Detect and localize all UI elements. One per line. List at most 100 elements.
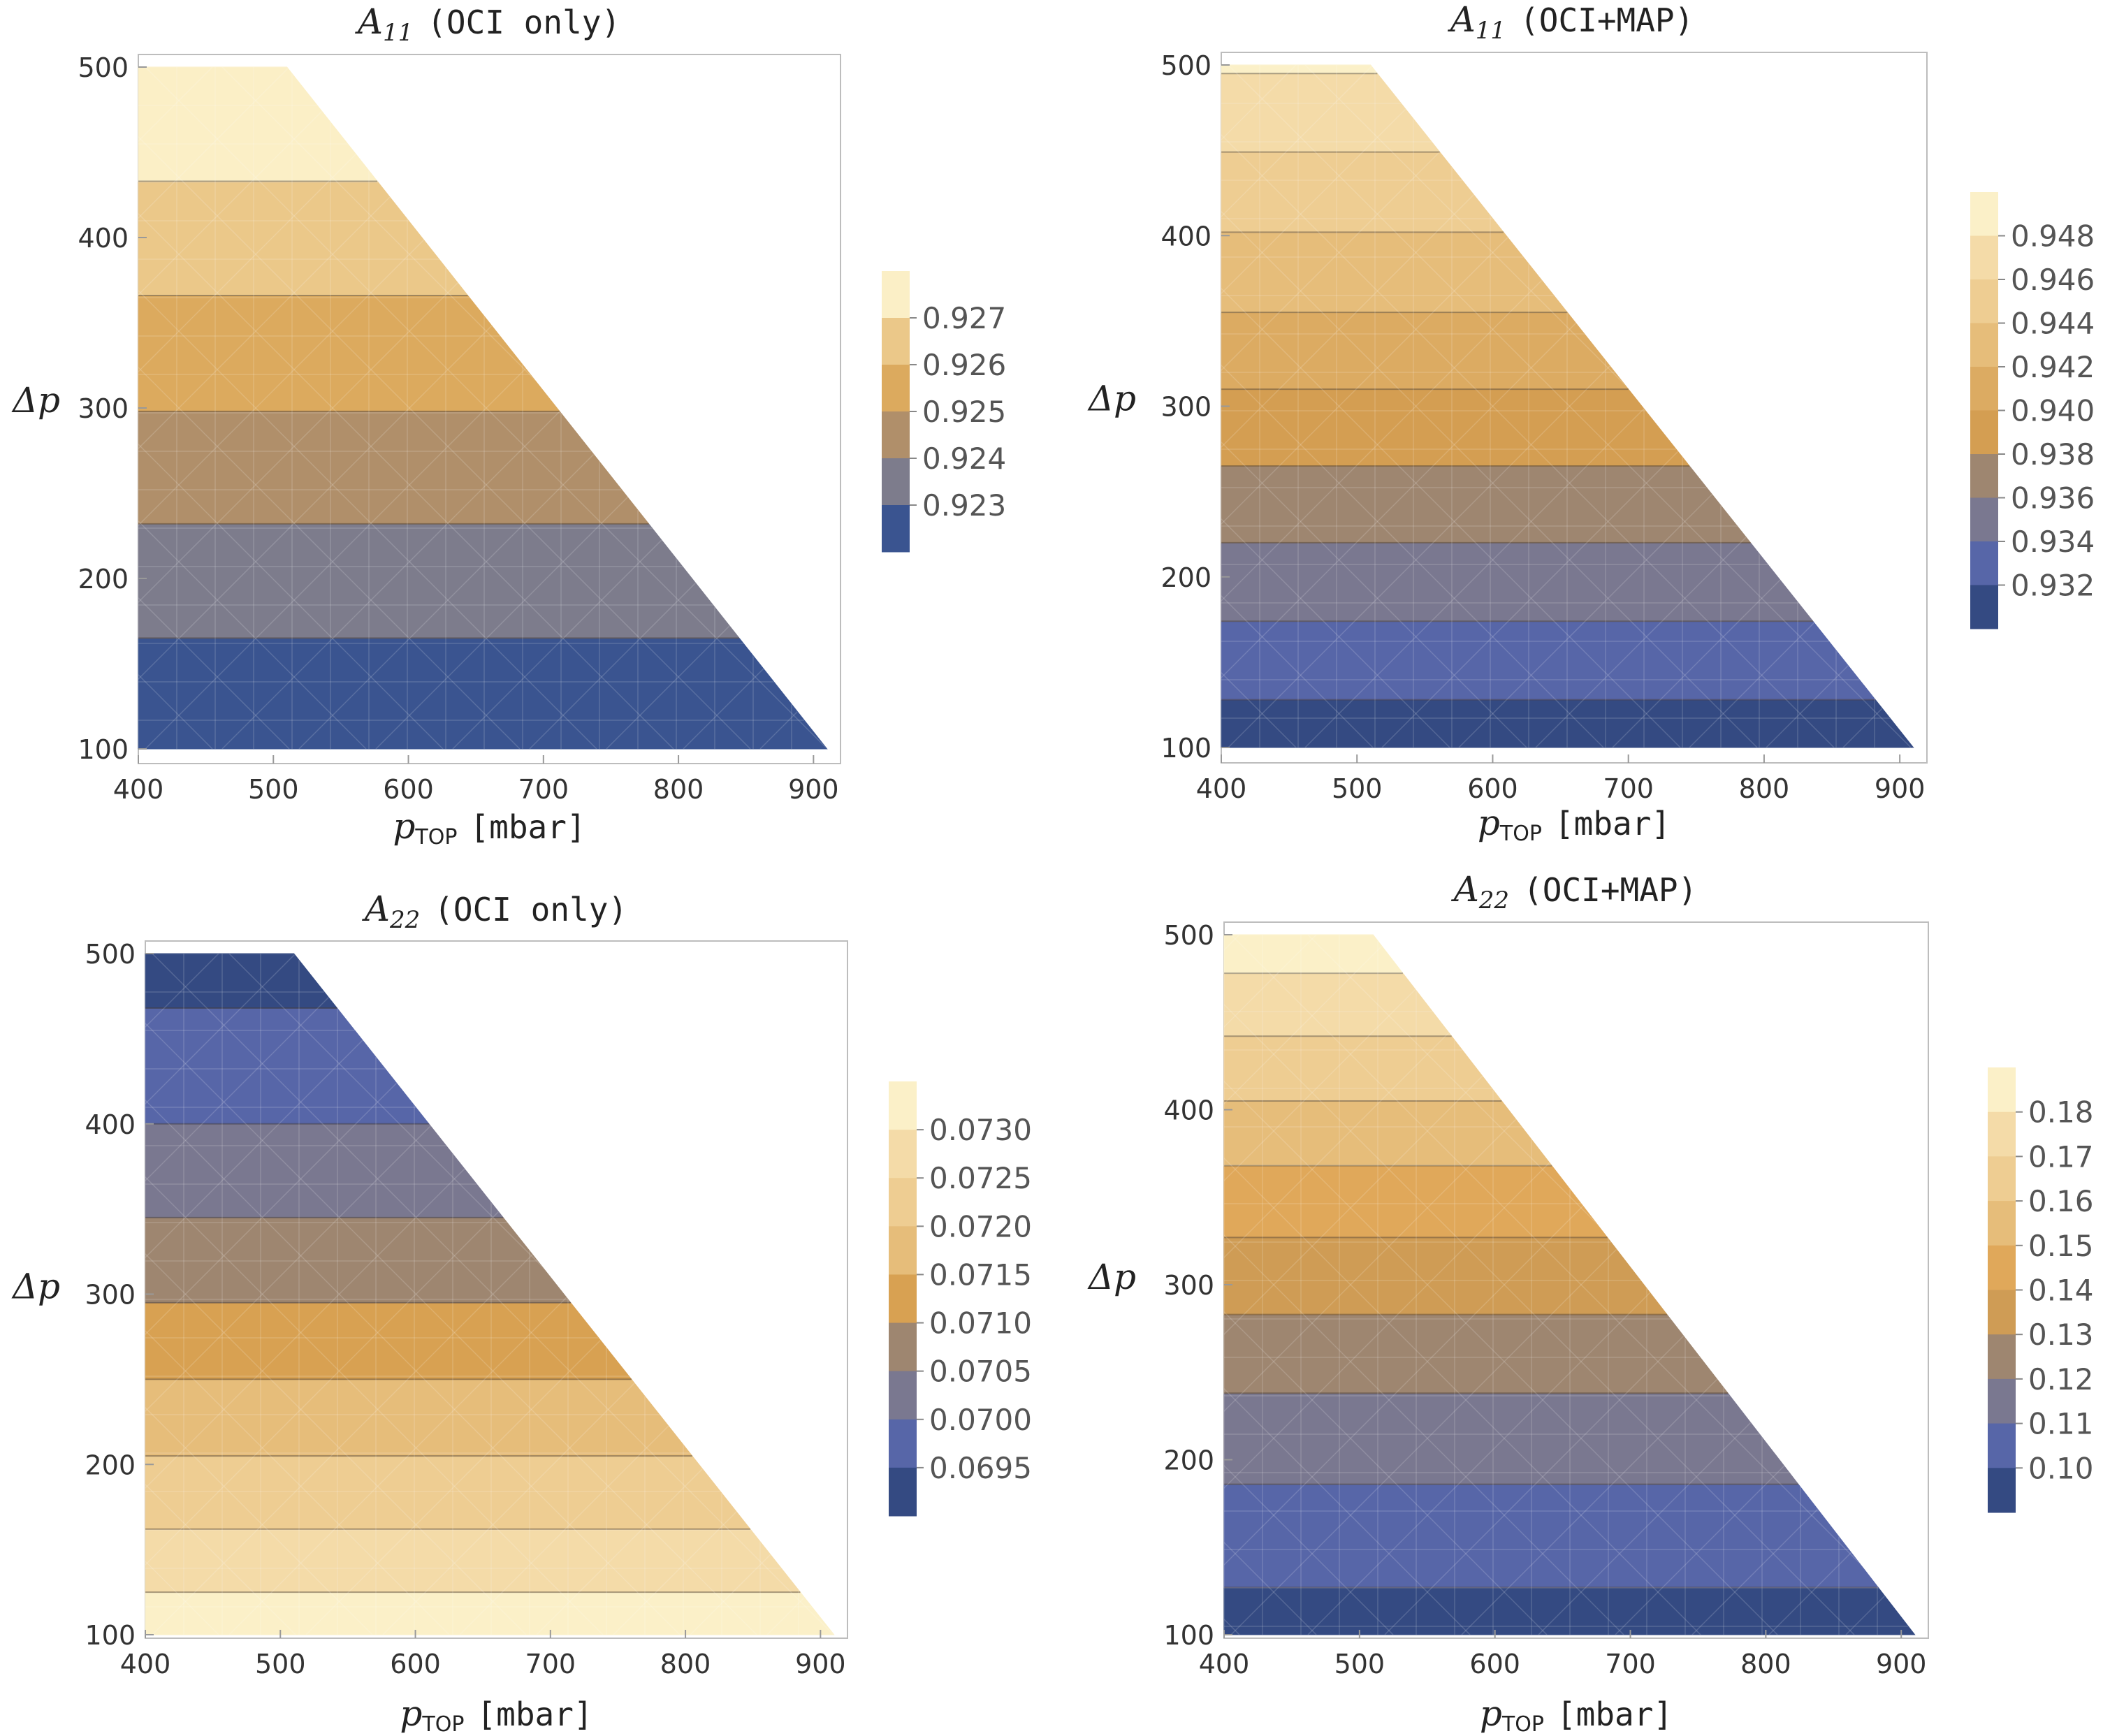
legend-swatch — [1970, 192, 1998, 236]
x-tick-label: 500 — [248, 774, 299, 805]
legend-swatch — [889, 1274, 917, 1324]
chart-title: A11 (OCI only) — [355, 1, 620, 47]
legend-swatch — [1988, 1423, 2016, 1468]
x-tick-label: 900 — [1876, 1649, 1927, 1679]
legend-label: 0.923 — [922, 488, 1006, 523]
x-axis: 400 500 600 700 800 900 — [113, 755, 839, 805]
x-axis: 400 500 600 700 800 900 — [1196, 754, 1926, 804]
y-axis-label: Δp — [1087, 379, 1136, 419]
contour-band-4 — [1223, 1314, 1729, 1394]
y-tick-label: 100 — [1160, 733, 1211, 764]
legend-label: 0.926 — [922, 348, 1006, 382]
contour-band-2 — [138, 523, 741, 639]
legend-label: 0.946 — [2011, 263, 2095, 297]
legend-label: 0.0700 — [929, 1403, 1032, 1437]
y-tick-label: 100 — [78, 734, 129, 765]
legend-label: 0.924 — [922, 442, 1006, 476]
legend-swatch — [1970, 367, 1998, 411]
x-tick-label: 500 — [255, 1649, 306, 1679]
y-tick-label: 300 — [1160, 392, 1211, 423]
legend-label: 0.0720 — [929, 1209, 1032, 1243]
legend-label: 0.10 — [2028, 1451, 2094, 1485]
legend-swatch — [882, 458, 910, 506]
contour-band-9 — [145, 953, 338, 1009]
x-tick-label: 500 — [1334, 1649, 1385, 1679]
panel-1: 400 500 600 700 800 900 100 200 300 400 500 A11 (OCI… — [11, 1, 1006, 849]
y-axis: 100 200 300 400 500 — [1163, 920, 1232, 1651]
x-tick-label: 500 — [1332, 773, 1383, 804]
legend-label: 0.12 — [2028, 1362, 2094, 1396]
legend-label: 0.18 — [2028, 1095, 2094, 1130]
x-axis-label: pTOP [mbar] — [400, 1693, 592, 1736]
contour-band-4 — [1221, 465, 1752, 544]
y-tick-label: 500 — [78, 52, 129, 83]
legend-swatch — [1970, 410, 1998, 455]
y-axis: 100 200 300 400 500 — [78, 52, 147, 765]
contour-band-10 — [1223, 934, 1404, 974]
x-tick-label: 400 — [1199, 1649, 1250, 1679]
panel-4: 400 500 600 700 800 900 100 200 300 400 500 A22 (OCI… — [1087, 869, 2094, 1736]
y-axis: 100 200 300 400 500 — [85, 939, 154, 1651]
x-axis-label: pTOP [mbar] — [1478, 803, 1671, 846]
y-tick-label: 200 — [1163, 1445, 1214, 1476]
x-axis-label: pTOP [mbar] — [1480, 1693, 1673, 1736]
legend-swatch — [889, 1371, 917, 1420]
contour-bands — [1223, 934, 1916, 1635]
legend-label: 0.15 — [2028, 1229, 2094, 1263]
y-tick-label: 200 — [78, 564, 129, 595]
legend-swatch — [889, 1467, 917, 1517]
chart-title: A11 (OCI+MAP) — [1448, 0, 1694, 45]
legend: 0.0730 0.0725 0.0720 0.0715 0.0710 0.0705 0.07… — [889, 1081, 1032, 1517]
contour-bands — [145, 953, 835, 1635]
legend-swatch — [1988, 1334, 2016, 1380]
x-tick-label: 400 — [1196, 773, 1247, 804]
y-tick-label: 200 — [1160, 562, 1211, 593]
legend-label: 0.934 — [2011, 525, 2095, 559]
legend-swatch — [889, 1130, 917, 1179]
x-tick-label: 600 — [1467, 773, 1518, 804]
x-tick-label: 900 — [1875, 773, 1926, 804]
panel-3: 400 500 600 700 800 900 100 200 300 400 500 A22 (OCI… — [11, 889, 1032, 1736]
y-tick-label: 500 — [1160, 50, 1211, 81]
legend-swatch — [1988, 1290, 2016, 1335]
legend-label: 0.948 — [2011, 219, 2095, 254]
legend-label: 0.0725 — [929, 1161, 1032, 1195]
legend-swatch — [1988, 1378, 2016, 1424]
legend-label: 0.16 — [2028, 1184, 2094, 1218]
x-axis: 400 500 600 700 800 900 — [120, 1630, 846, 1679]
x-tick-label: 800 — [1739, 773, 1790, 804]
x-tick-label: 600 — [383, 774, 434, 805]
x-tick-label: 400 — [113, 774, 164, 805]
y-tick-label: 100 — [85, 1620, 136, 1651]
legend-swatch — [1970, 585, 1998, 629]
legend-swatch — [889, 1226, 917, 1275]
x-tick-label: 800 — [1740, 1649, 1791, 1679]
legend-swatch — [889, 1178, 917, 1227]
legend-label: 0.932 — [2011, 569, 2095, 603]
contour-band-10 — [1221, 64, 1378, 74]
legend-swatch — [889, 1081, 917, 1130]
legend: 0.18 0.17 0.16 0.15 0.14 0.13 0.12 0.11 0.10 — [1988, 1067, 2094, 1513]
legend-swatch — [1970, 541, 1998, 585]
y-axis: 100 200 300 400 500 — [1160, 50, 1230, 764]
x-tick-label: 600 — [390, 1649, 441, 1679]
legend-label: 0.0710 — [929, 1306, 1032, 1341]
legend-label: 0.0715 — [929, 1257, 1032, 1292]
x-tick-label: 700 — [518, 774, 569, 805]
y-axis-label: Δp — [11, 380, 60, 421]
contour-band-6 — [145, 1217, 572, 1304]
contour-band-3 — [1223, 1392, 1799, 1485]
legend-swatch — [1988, 1468, 2016, 1513]
legend: 0.927 0.926 0.925 0.924 0.923 — [882, 271, 1006, 553]
panel-2: 400 500 600 700 800 900 100 200 300 400 500 A11 (OCI… — [1087, 0, 2095, 846]
legend-swatch — [1988, 1111, 2016, 1157]
x-tick-label: 900 — [795, 1649, 846, 1679]
x-tick-label: 900 — [788, 774, 839, 805]
x-tick-label: 700 — [525, 1649, 576, 1679]
legend-label: 0.927 — [922, 301, 1006, 335]
legend-swatch — [882, 505, 910, 553]
y-axis-label: Δp — [11, 1267, 60, 1307]
y-axis-label: Δp — [1087, 1257, 1136, 1297]
legend-swatch — [882, 411, 910, 459]
